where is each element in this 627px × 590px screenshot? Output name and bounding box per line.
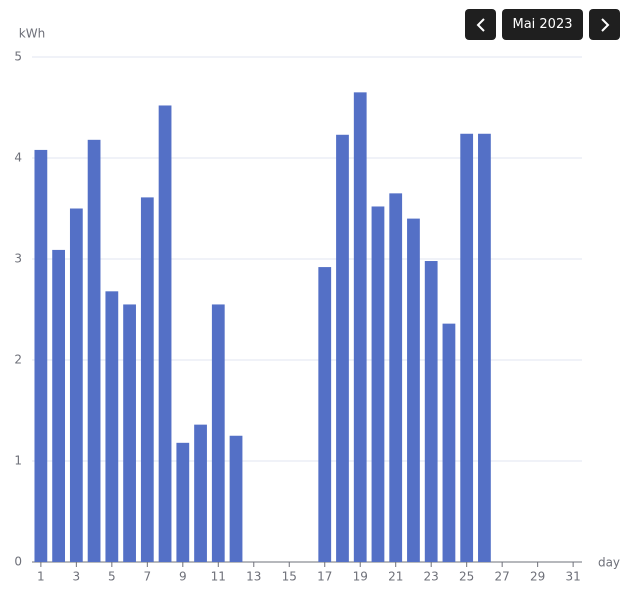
x-tick-label: 27 [495,570,510,584]
y-tick-label: 5 [14,50,22,64]
bar [69,208,83,562]
prev-button[interactable] [465,9,496,40]
bar [158,105,172,562]
bar [194,424,207,562]
bar [478,133,491,562]
x-tick-label: 25 [459,570,474,584]
bar [424,261,438,562]
x-axis-label: day [598,556,620,570]
bar [336,134,349,562]
y-tick-label: 3 [14,252,22,266]
x-tick-label: 19 [353,570,368,584]
x-tick-label: 9 [179,570,187,584]
x-tick-label: 11 [211,570,226,584]
bar [52,249,65,562]
y-tick-label: 4 [14,151,22,165]
bar [389,193,403,562]
bar [407,218,420,562]
x-tick-label: 31 [565,570,580,584]
x-tick-label: 21 [388,570,403,584]
bar [353,92,367,562]
bar [140,197,154,562]
y-tick-label: 0 [14,555,22,569]
bar [87,139,101,562]
bar [34,149,48,563]
x-tick-label: 3 [73,570,81,584]
bar [105,291,119,562]
y-tick-label: 2 [14,353,22,367]
y-axis-label: kWh [19,27,45,41]
x-tick-label: 1 [37,570,45,584]
bar [211,304,225,562]
x-tick-label: 23 [424,570,439,584]
bar [176,442,190,562]
next-icon [600,17,609,32]
x-tick-label: 29 [530,570,545,584]
x-tick-label: 15 [282,570,297,584]
x-tick-label: 7 [144,570,152,584]
next-button[interactable] [589,9,620,40]
x-tick-label: 5 [108,570,116,584]
month-button[interactable]: Mai 2023 [502,9,583,40]
prev-icon [476,17,485,32]
x-tick-label: 17 [317,570,332,584]
bar [229,435,243,562]
bar [442,323,456,562]
bar [123,304,136,562]
x-tick-label: 13 [246,570,261,584]
bar [460,133,474,562]
bar [318,267,332,562]
bar [371,206,385,563]
y-tick-label: 1 [14,454,22,468]
